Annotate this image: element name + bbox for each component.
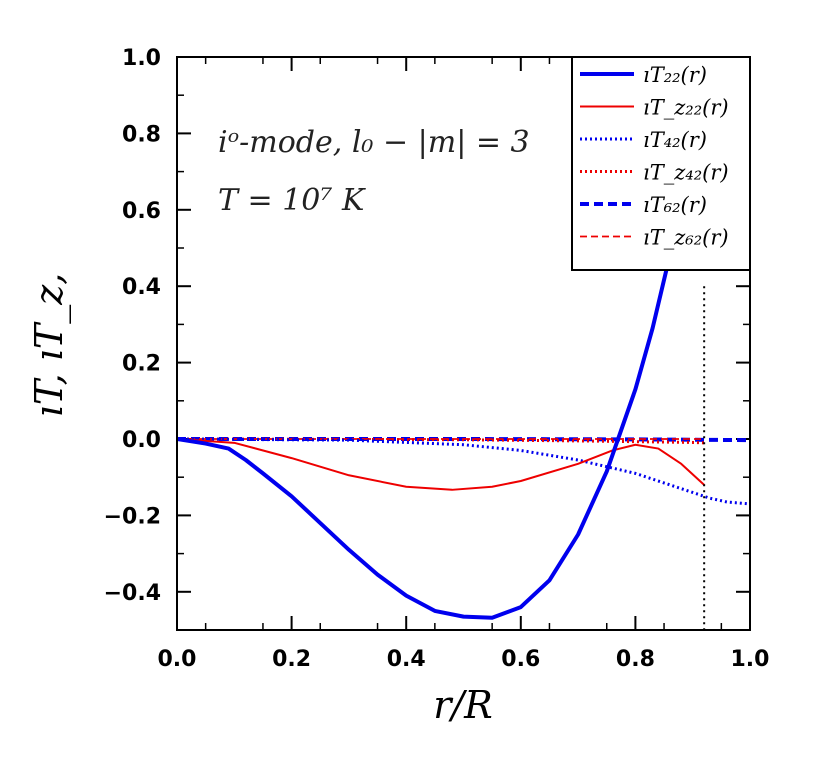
annotation-mode: iᵒ-mode, l₀ − |m| = 3 — [218, 125, 530, 160]
plot-frame — [176, 56, 751, 631]
x-tick-label: 0.8 — [616, 647, 655, 672]
series-line-0 — [177, 255, 672, 620]
legend-label-0: ıT₂₂(r) — [643, 63, 707, 87]
y-tick-label: −0.2 — [104, 504, 161, 529]
legend: ıT₂₂(r) ıT_z₂₂(r) ıT₄₂(r) ıT_z₄₂(r) ıT₆₂(r) ı… — [571, 56, 751, 271]
y-tick-label: 0.2 — [122, 352, 161, 377]
series-line-3 — [177, 437, 705, 445]
y-tick-label: 0.4 — [122, 275, 161, 300]
x-tick-label: 0.6 — [501, 647, 540, 672]
x-tick-label: 0.0 — [158, 647, 197, 672]
series-line-2 — [177, 437, 750, 506]
series-lines — [177, 255, 750, 620]
tick-labels: 0.0 0.2 0.4 0.6 0.8 1.0 −0.4 −0.2 0.0 0.2 0.4 0.6 0.… — [104, 46, 770, 672]
y-tick-label: 1.0 — [122, 46, 161, 71]
y-axis-label: ıT, ıT_z, — [27, 273, 72, 418]
legend-label-2: ıT₄₂(r) — [643, 128, 707, 152]
x-tick-label: 0.4 — [387, 647, 426, 672]
y-tick-label: 0.0 — [122, 428, 161, 453]
x-tick-label: 0.2 — [272, 647, 311, 672]
x-axis-label: r/R — [433, 683, 493, 727]
legend-box — [571, 56, 751, 271]
legend-label-3: ıT_z₄₂(r) — [643, 161, 729, 185]
x-tick-label: 1.0 — [731, 647, 770, 672]
annotation-temperature: T = 10⁷ K — [218, 183, 366, 218]
series-line-1 — [177, 438, 705, 491]
y-tick-label: −0.4 — [104, 581, 161, 606]
legend-label-1: ıT_z₂₂(r) — [643, 96, 729, 120]
y-tick-label: 0.8 — [122, 122, 161, 147]
y-tick-label: 0.6 — [122, 199, 161, 224]
legend-label-5: ıT_z₆₂(r) — [643, 226, 729, 250]
legend-label-4: ıT₆₂(r) — [643, 193, 707, 217]
